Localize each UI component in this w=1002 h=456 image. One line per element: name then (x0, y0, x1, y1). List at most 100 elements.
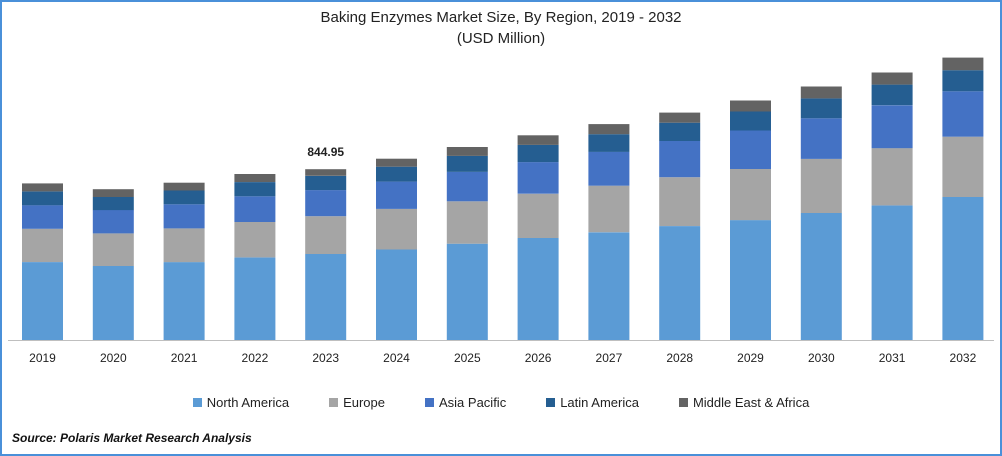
bar-segment-2024-1 (376, 208, 417, 250)
x-tick-label: 2027 (596, 351, 623, 365)
bar-segment-2032-3 (942, 70, 984, 92)
bar-segment-2028-1 (659, 177, 701, 226)
legend-swatch (425, 398, 434, 407)
bar-segment-2019-2 (22, 205, 63, 229)
bar-segment-2024-4 (376, 158, 417, 167)
bar-segment-2022-1 (234, 221, 276, 258)
bar-segment-2023-1 (305, 216, 347, 254)
bar-segment-2025-1 (446, 201, 488, 244)
bar-segment-2028-0 (659, 226, 701, 340)
bar-segment-2029-2 (730, 130, 771, 169)
chart-legend: North America Europe Asia Pacific Latin Ame… (2, 395, 1000, 410)
bar-segment-2032-4 (942, 57, 984, 71)
bar-segment-2021-4 (163, 182, 205, 191)
bar-segment-2021-2 (163, 204, 205, 229)
bar-segment-2023-3 (305, 175, 347, 191)
bar-segment-2029-4 (730, 100, 771, 112)
bar-segment-2028-4 (659, 112, 701, 123)
bar-segment-2025-4 (446, 147, 488, 156)
bar-segment-2025-2 (446, 172, 488, 202)
bar-segment-2025-0 (446, 243, 488, 340)
bar-segment-2026-2 (517, 162, 559, 194)
bar-segment-2031-1 (871, 148, 913, 206)
source-note: Source: Polaris Market Research Analysis (12, 431, 252, 445)
bar-segment-2019-3 (22, 191, 63, 206)
x-tick-label: 2023 (312, 351, 339, 365)
bar-segment-2022-3 (234, 182, 276, 197)
bar-segment-2032-1 (942, 136, 984, 197)
legend-swatch (546, 398, 556, 407)
x-tick-label: 2030 (808, 351, 835, 365)
bar-segment-2031-0 (871, 205, 913, 340)
bar-segment-2021-3 (163, 190, 205, 205)
bar-segment-2030-1 (800, 158, 842, 213)
bar-segment-2019-1 (22, 228, 63, 262)
bar-segment-2023-4 (305, 169, 347, 176)
x-tick-label: 2029 (737, 351, 764, 365)
bar-segment-2025-3 (446, 155, 488, 172)
x-tick-label: 2019 (29, 351, 56, 365)
x-tick-label: 2031 (879, 351, 906, 365)
legend-item: Europe (329, 395, 385, 410)
bar-segment-2022-0 (234, 257, 276, 340)
x-tick-label: 2022 (242, 351, 269, 365)
x-tick-label: 2025 (454, 351, 481, 365)
bar-segment-2026-1 (517, 193, 559, 238)
bar-segment-2027-2 (588, 151, 630, 186)
bar-segment-2026-3 (517, 144, 559, 163)
bar-segment-2028-2 (659, 141, 701, 178)
bar-segment-2022-4 (234, 174, 276, 182)
bar-segment-2024-0 (376, 249, 417, 340)
bar-segment-2021-0 (163, 262, 205, 340)
legend-swatch (192, 398, 202, 407)
bar-segment-2020-3 (92, 197, 134, 211)
bar-segment-2031-4 (871, 72, 913, 85)
bar-segment-2029-3 (730, 111, 771, 131)
bar-segment-2023-0 (305, 254, 347, 340)
bar-segment-2028-3 (659, 122, 701, 141)
legend-label: Asia Pacific (439, 395, 507, 410)
bar-segment-2027-3 (588, 134, 630, 152)
chart-title-block: Baking Enzymes Market Size, By Region, 2… (2, 7, 1000, 49)
bar-segment-2030-3 (800, 98, 842, 119)
x-tick-label: 2021 (171, 351, 198, 365)
legend-label: North America (206, 395, 290, 410)
bar-segment-2019-0 (22, 262, 63, 340)
legend-label: Latin America (560, 395, 639, 410)
bar-segment-2026-4 (517, 135, 559, 145)
legend-item: Middle East & Africa (678, 395, 810, 410)
bar-segment-2019-4 (22, 183, 63, 192)
bar-segment-2024-2 (376, 181, 417, 209)
bar-segment-2027-1 (588, 185, 630, 233)
bar-segment-2021-1 (163, 228, 205, 263)
bar-segment-2032-2 (942, 91, 984, 137)
legend-item: Asia Pacific (425, 395, 506, 410)
bar-segment-2030-4 (800, 86, 842, 99)
bar-segment-2027-4 (588, 124, 630, 135)
bar-segment-2029-0 (730, 220, 771, 340)
bar-segment-2020-0 (92, 266, 134, 340)
bar-segment-2023-2 (305, 190, 347, 217)
x-tick-label: 2032 (950, 351, 977, 365)
chart-title: Baking Enzymes Market Size, By Region, 2… (320, 9, 682, 26)
bar-segment-2030-0 (800, 213, 842, 340)
bar-segment-2030-2 (800, 118, 842, 159)
x-tick-label: 2024 (383, 351, 410, 365)
chart-subtitle: (USD Million) (456, 30, 546, 47)
bar-segment-2026-0 (517, 238, 559, 340)
x-tick-label: 2028 (666, 351, 693, 365)
legend-item: North America (192, 395, 290, 410)
bar-segment-2024-3 (376, 166, 417, 182)
bar-segment-2031-2 (871, 105, 913, 149)
bar-segment-2020-2 (92, 210, 134, 234)
bar-segment-2022-2 (234, 196, 276, 222)
legend-swatch (329, 398, 339, 407)
x-tick-label: 2026 (525, 351, 552, 365)
legend-label: Europe (343, 395, 385, 410)
bar-segment-2029-1 (730, 169, 771, 221)
legend-item: Latin America (546, 395, 639, 410)
bar-segment-2027-0 (588, 232, 630, 340)
legend-label: Middle East & Africa (692, 395, 810, 410)
stacked-bar-chart: 2019 2020 2021 2022 2023 844.95 2024 2025 2026 20… (8, 57, 994, 365)
